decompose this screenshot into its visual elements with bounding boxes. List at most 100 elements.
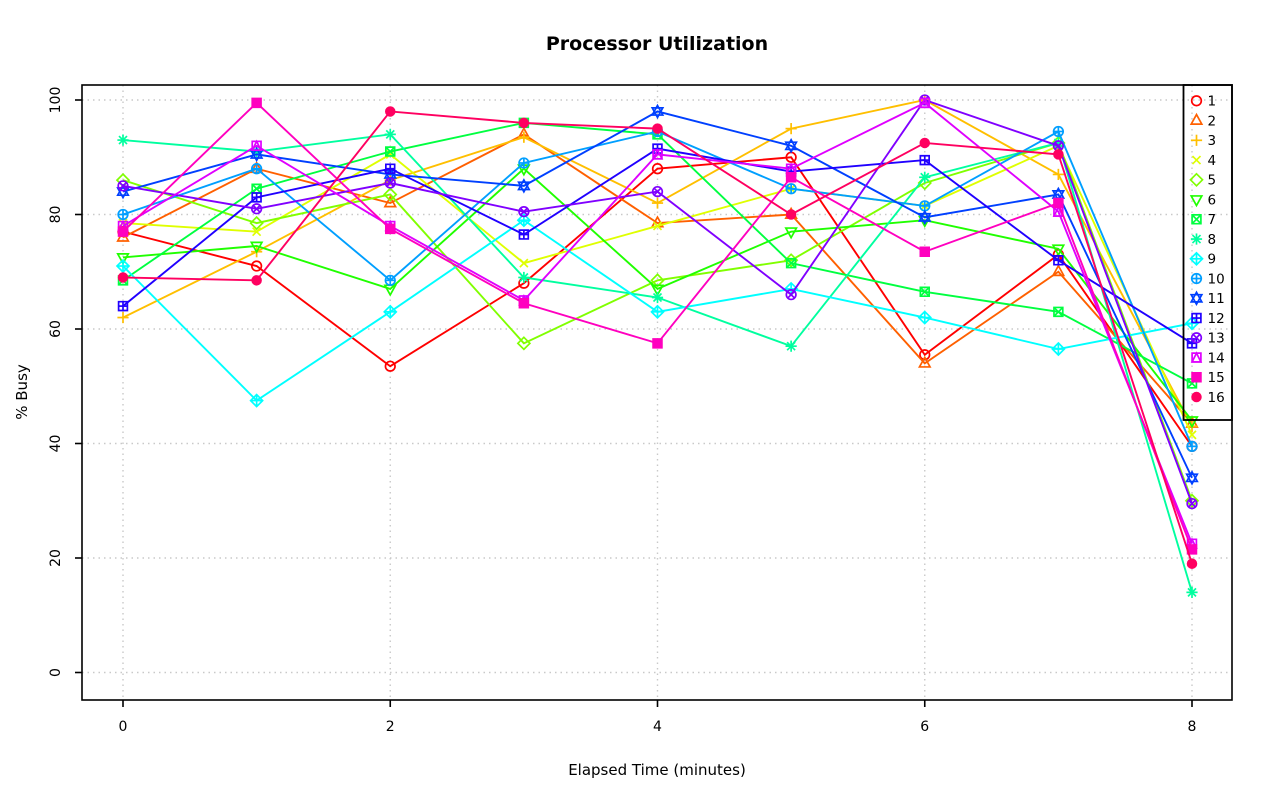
y-axis-label: % Busy xyxy=(13,364,31,420)
data-point-pch1 xyxy=(250,260,263,272)
legend-item-2: 2 xyxy=(1189,112,1217,129)
legend-label: 7 xyxy=(1208,212,1217,228)
data-point-pch16 xyxy=(1191,391,1202,403)
legend-label: 9 xyxy=(1208,252,1217,268)
legend-label: 5 xyxy=(1208,173,1217,189)
data-point-pch7 xyxy=(1053,306,1064,317)
data-point-pch15 xyxy=(919,246,931,257)
data-point-pch11 xyxy=(1185,473,1199,486)
data-point-pch7 xyxy=(385,146,396,157)
series-line xyxy=(122,101,1193,545)
data-point-pch4 xyxy=(652,221,663,231)
data-point-pch11 xyxy=(1051,190,1066,203)
data-point-pch16 xyxy=(1053,149,1064,160)
data-point-pch6 xyxy=(1051,244,1066,257)
series-15 xyxy=(117,97,1198,555)
x-tick-label: 4 xyxy=(653,719,662,735)
legend-item-4: 4 xyxy=(1191,153,1216,169)
data-point-pch12 xyxy=(1053,255,1064,266)
data-point-pch13 xyxy=(785,289,797,301)
data-point-pch13 xyxy=(1054,141,1063,150)
data-point-pch14 xyxy=(651,148,664,160)
data-point-pch13 xyxy=(118,181,128,190)
data-point-pch13 xyxy=(250,203,263,215)
data-point-pch8 xyxy=(920,172,930,182)
data-point-pch15 xyxy=(785,172,797,183)
data-point-pch6 xyxy=(116,252,130,266)
data-point-pch11 xyxy=(918,209,932,222)
x-axis-label: Elapsed Time (minutes) xyxy=(568,761,746,779)
legend-item-9: 9 xyxy=(1189,251,1217,268)
legend-label: 1 xyxy=(1208,94,1217,110)
data-point-pch15 xyxy=(117,226,129,237)
y-tick-label: 100 xyxy=(48,87,64,114)
series-14 xyxy=(117,96,1198,549)
data-point-pch12 xyxy=(385,163,396,174)
data-point-pch7 xyxy=(786,258,797,269)
data-point-pch11 xyxy=(249,146,264,159)
legend-item-12: 12 xyxy=(1191,311,1225,327)
series-9 xyxy=(115,213,1200,408)
data-point-pch16 xyxy=(652,123,663,134)
data-point-pch13 xyxy=(1190,332,1203,344)
y-tick-label: 40 xyxy=(48,435,64,453)
data-point-pch6 xyxy=(383,284,397,297)
data-point-pch16 xyxy=(919,137,930,149)
data-point-pch8 xyxy=(1191,234,1202,244)
legend-label: 11 xyxy=(1208,291,1225,307)
legend-label: 2 xyxy=(1208,113,1217,129)
data-point-pch12 xyxy=(919,154,931,166)
data-point-pch6 xyxy=(1185,416,1199,429)
data-point-pch16 xyxy=(785,209,797,220)
series-line xyxy=(122,167,1193,422)
data-point-pch8 xyxy=(652,292,663,303)
y-tick-label: 80 xyxy=(48,206,64,224)
data-point-pch12 xyxy=(117,300,129,312)
legend-item-8: 8 xyxy=(1190,232,1216,248)
data-point-pch6 xyxy=(1189,195,1204,208)
legend-item-16: 16 xyxy=(1191,390,1225,406)
series-16 xyxy=(117,106,1198,569)
data-point-pch12 xyxy=(1186,338,1198,349)
legend-label: 12 xyxy=(1208,311,1225,327)
legend-label: 6 xyxy=(1208,192,1217,208)
data-point-pch13 xyxy=(1186,497,1198,510)
legend-label: 16 xyxy=(1208,390,1225,406)
data-point-pch14 xyxy=(250,139,263,152)
data-point-pch7 xyxy=(919,286,930,297)
legend-label: 15 xyxy=(1208,370,1225,386)
y-tick-label: 0 xyxy=(48,668,64,677)
series-line xyxy=(122,133,1193,425)
data-point-pch16 xyxy=(1186,558,1198,569)
data-point-pch14 xyxy=(1052,205,1065,217)
legend-item-15: 15 xyxy=(1191,370,1225,386)
data-point-pch11 xyxy=(784,138,798,151)
y-tick-label: 60 xyxy=(48,320,64,338)
data-point-pch2 xyxy=(1051,263,1066,277)
data-point-pch6 xyxy=(249,241,264,254)
series-3 xyxy=(117,94,1198,432)
data-point-pch6 xyxy=(784,227,798,240)
data-point-pch11 xyxy=(650,103,665,116)
data-point-pch5 xyxy=(516,336,532,351)
data-point-pch11 xyxy=(650,106,665,120)
data-point-pch13 xyxy=(1192,333,1201,342)
data-point-pch13 xyxy=(787,290,796,299)
data-point-pch13 xyxy=(386,179,395,188)
legend-item-13: 13 xyxy=(1190,331,1225,347)
data-point-pch15 xyxy=(251,97,262,109)
series-line xyxy=(122,156,1193,447)
chart-title: Processor Utilization xyxy=(546,33,768,55)
legend-item-6: 6 xyxy=(1189,192,1217,208)
data-point-pch5 xyxy=(650,273,665,288)
data-point-pch1 xyxy=(384,360,396,372)
series-line xyxy=(122,110,1193,479)
legend-item-5: 5 xyxy=(1189,172,1217,189)
data-point-pch13 xyxy=(1187,499,1197,508)
legend-box xyxy=(1182,84,1233,421)
data-point-pch16 xyxy=(117,272,129,283)
data-point-pch13 xyxy=(653,187,662,196)
data-point-pch5 xyxy=(1184,493,1200,508)
data-point-pch15 xyxy=(385,223,396,235)
